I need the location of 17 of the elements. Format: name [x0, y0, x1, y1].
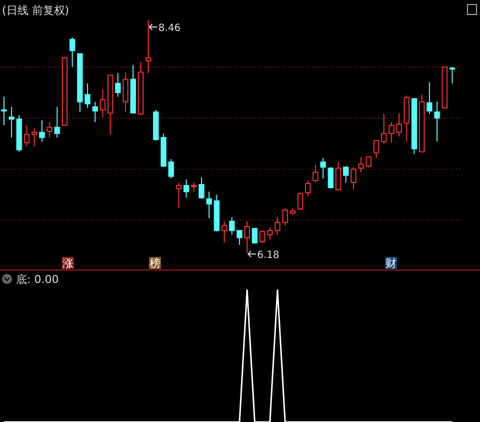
annotation: 6.18 [257, 250, 280, 261]
candlestick [8, 106, 14, 138]
candlestick [244, 220, 250, 254]
candlestick [206, 191, 212, 219]
candlestick [145, 20, 152, 74]
candlestick [358, 156, 364, 173]
candlestick [434, 101, 440, 142]
candlestick [122, 72, 128, 112]
annotation: 8.46 [158, 23, 181, 34]
candlestick [1, 96, 7, 126]
text: 榜 [150, 257, 160, 270]
text: 涨 [62, 257, 74, 270]
candlestick [100, 88, 106, 118]
chart-title: (日线 前复权) [2, 4, 70, 17]
candlestick [92, 101, 98, 123]
chart-title: 底: 0.00 [16, 273, 59, 286]
text: 财 [386, 257, 396, 270]
